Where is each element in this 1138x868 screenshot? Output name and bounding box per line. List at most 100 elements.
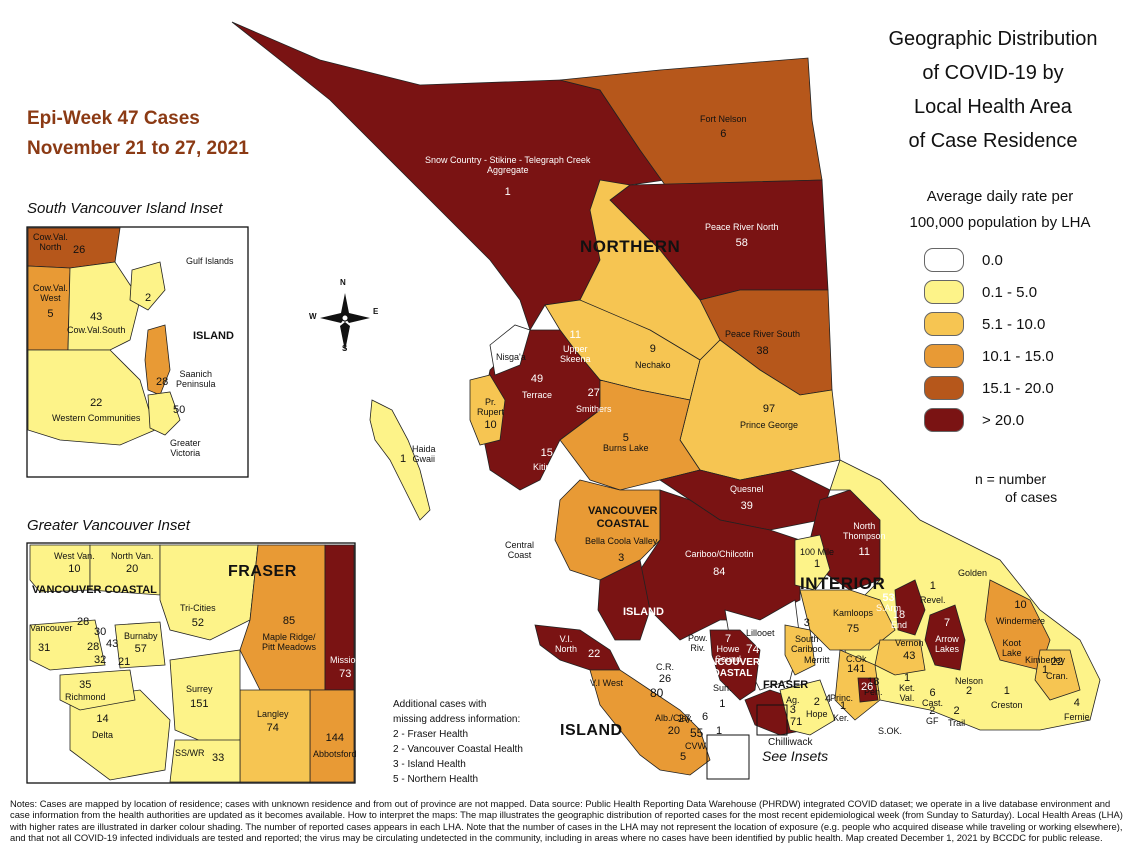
lha-haida-gwaii[interactable]: Haida Gwaii bbox=[412, 444, 436, 464]
svi-cow-val-north[interactable]: Cow.Val. North bbox=[33, 232, 68, 252]
gv-west-van[interactable]: West Van. 10 bbox=[54, 551, 95, 575]
gv-burnaby[interactable] bbox=[114, 621, 166, 669]
lha-end[interactable]: 18 End bbox=[891, 610, 907, 631]
lha-cran[interactable]: 22 Cran. bbox=[1046, 657, 1068, 682]
gv-mission[interactable]: Mission 73 bbox=[330, 655, 361, 680]
lha-nisgaa[interactable]: Nisga'a bbox=[496, 352, 526, 362]
gv-langley[interactable]: Langley 74 bbox=[257, 709, 289, 734]
lha-chilliwack[interactable]: Chilliwack bbox=[768, 738, 812, 748]
lha-fernie[interactable]: 4 Fernie bbox=[1064, 698, 1090, 723]
lha-central-coast[interactable]: Central Coast bbox=[505, 540, 534, 560]
gv-richmond[interactable] bbox=[59, 669, 136, 711]
lha-fort-nelson[interactable]: Fort Nelson 6 bbox=[700, 114, 747, 140]
lha-ag[interactable]: Ag. 3 bbox=[786, 695, 800, 716]
region-island-north[interactable] bbox=[597, 559, 651, 641]
gv-richmond[interactable]: 35 Richmond bbox=[65, 680, 106, 703]
lha-kitimat[interactable]: 15 Kitimat bbox=[533, 448, 561, 473]
lha-koot-lake[interactable]: Koot Lake bbox=[1002, 638, 1022, 658]
lha-cvw[interactable]: CVW bbox=[685, 741, 706, 751]
lha-kimberley[interactable]: Kimberley 1 bbox=[1025, 655, 1065, 676]
lha-princ[interactable]: Princ. bbox=[830, 693, 853, 703]
lha-hope[interactable]: 2 Hope bbox=[806, 697, 828, 720]
lha-gf[interactable]: 2 GF bbox=[926, 706, 939, 727]
gv-north-van[interactable]: North Van. 20 bbox=[111, 551, 153, 575]
lha-ket-val[interactable]: 1 Ket. Val. bbox=[899, 673, 915, 704]
lha-north-thompson[interactable]: North Thompson 11 bbox=[843, 521, 886, 558]
lha-vernon[interactable]: Vernon 43 bbox=[895, 638, 924, 662]
lha-revel[interactable]: 1 Revel. bbox=[920, 581, 946, 606]
lha-creston[interactable]: 1 Creston bbox=[991, 686, 1023, 711]
region-cran[interactable] bbox=[1034, 649, 1081, 701]
region-hope[interactable] bbox=[779, 679, 836, 736]
gv-surrey[interactable]: Surrey 151 bbox=[186, 684, 213, 710]
lha-peace-river-south[interactable]: Peace River South 38 bbox=[725, 329, 800, 357]
region-s-arm[interactable] bbox=[894, 579, 926, 636]
region-south-cariboo[interactable] bbox=[784, 624, 816, 676]
gv-maple-ridge[interactable]: 85 Maple Ridge/ Pitt Meadows bbox=[262, 616, 316, 653]
lha-windermere[interactable]: 10 Windermere bbox=[996, 600, 1045, 627]
svi-gulf-islands[interactable]: Gulf Islands bbox=[186, 256, 234, 266]
svi-western-communities[interactable]: 22 Western Communities bbox=[52, 398, 140, 424]
gv-vancouver[interactable]: Vancouver bbox=[30, 623, 72, 633]
region-100-mile[interactable] bbox=[794, 534, 831, 591]
svi-cow-val-west[interactable]: Cow.Val. West 5 bbox=[33, 283, 68, 320]
svi-greater-victoria[interactable]: Greater Victoria bbox=[170, 438, 201, 458]
lha-c-ok[interactable]: C.Ok 141 bbox=[846, 654, 867, 675]
lha-peace-river-north[interactable]: Peace River North 58 bbox=[705, 222, 779, 249]
lha-vi-west[interactable]: V.I West bbox=[590, 678, 623, 688]
region-c-ok[interactable] bbox=[834, 649, 881, 721]
region-howe-sound[interactable] bbox=[709, 629, 761, 701]
lha-s-arm[interactable]: 53 S.Arm bbox=[876, 593, 901, 614]
lha-howe-sound[interactable]: 7 Howe Sound bbox=[715, 634, 741, 665]
lha-trail[interactable]: 2 Trail bbox=[948, 706, 965, 729]
gv-west-van[interactable] bbox=[29, 544, 91, 593]
svi-cow-val-south[interactable]: 43 Cow.Val.South bbox=[67, 312, 125, 336]
gv-ss-wr[interactable]: SS/WR bbox=[175, 748, 205, 758]
svi-western-communities[interactable] bbox=[27, 349, 156, 446]
lha-arrow-lakes[interactable]: 7 Arrow Lakes bbox=[935, 618, 959, 655]
lha-100-mile[interactable]: 100 Mile 1 bbox=[800, 547, 834, 570]
lha-prince-rupert[interactable]: Pr. Rupert 10 bbox=[477, 397, 504, 431]
lha-vi-north[interactable]: V.I. North bbox=[555, 634, 577, 654]
gv-tri-cities[interactable]: Tri-Cities 52 bbox=[180, 603, 216, 629]
svi-greater-victoria[interactable] bbox=[147, 391, 181, 436]
lha-nechako[interactable]: 9 Nechako bbox=[635, 344, 671, 371]
svi-saanich[interactable]: Saanich Peninsula bbox=[176, 369, 216, 389]
lha-smithers[interactable]: 27 Smithers bbox=[576, 388, 612, 415]
lha-bella-coola[interactable]: Bella Coola Valley 3 bbox=[585, 536, 657, 564]
lha-golden[interactable]: Golden bbox=[958, 568, 987, 578]
region-vernon[interactable] bbox=[874, 639, 926, 676]
region-vi-north[interactable] bbox=[534, 624, 621, 671]
gv-ss-wr[interactable] bbox=[169, 739, 241, 783]
lha-quesnel[interactable]: Quesnel 39 bbox=[730, 484, 764, 512]
lha-kamloops[interactable]: Kamloops 75 bbox=[833, 608, 873, 635]
lha-nelson[interactable]: Nelson 2 bbox=[955, 676, 983, 697]
lha-terrace[interactable]: 49 Terrace bbox=[522, 374, 552, 401]
region-s-ok[interactable] bbox=[857, 677, 879, 703]
lha-ker[interactable]: Ker. bbox=[833, 713, 849, 723]
lha-snow-country[interactable]: Snow Country - Stikine - Telegraph Creek… bbox=[425, 155, 590, 198]
lha-burns-lake[interactable]: 5 Burns Lake bbox=[603, 433, 649, 454]
lha-pow-riv[interactable]: Pow. Riv. bbox=[688, 633, 708, 653]
lha-s-ok[interactable]: S.OK. bbox=[878, 726, 902, 736]
gv-langley[interactable] bbox=[239, 689, 311, 783]
gv-vancouver[interactable] bbox=[29, 619, 106, 671]
region-prince-rupert[interactable] bbox=[469, 374, 506, 446]
region-haida-gwaii[interactable] bbox=[369, 399, 431, 521]
gv-abbotsford[interactable]: 144 Abbotsford bbox=[313, 733, 357, 760]
lha-lillooet[interactable]: Lillooet bbox=[746, 628, 775, 638]
lha-cariboo[interactable]: Cariboo/Chilcotin 84 bbox=[685, 549, 754, 578]
lha-merritt[interactable]: Merritt bbox=[804, 655, 830, 665]
gv-burnaby[interactable]: Burnaby 57 bbox=[124, 631, 158, 655]
lha-upper-skeena[interactable]: 11 Upper Skeena bbox=[560, 330, 591, 365]
region-nisgaa[interactable] bbox=[489, 324, 531, 376]
lha-prince-george[interactable]: 97 Prince George bbox=[740, 404, 798, 431]
lha-south-cariboo[interactable]: 3 South Cariboo bbox=[791, 618, 823, 655]
lha-cast[interactable]: 6 Cast. bbox=[922, 688, 943, 709]
lha-pen[interactable]: 18 Pen. bbox=[864, 677, 883, 698]
svi-gulf-islands[interactable] bbox=[129, 261, 166, 311]
lha-sun[interactable]: Sun. 1 bbox=[713, 683, 732, 710]
region-vancouver-island[interactable] bbox=[589, 669, 711, 776]
gv-delta[interactable] bbox=[69, 689, 171, 781]
lha-cr[interactable]: C.R. 26 bbox=[656, 662, 674, 685]
